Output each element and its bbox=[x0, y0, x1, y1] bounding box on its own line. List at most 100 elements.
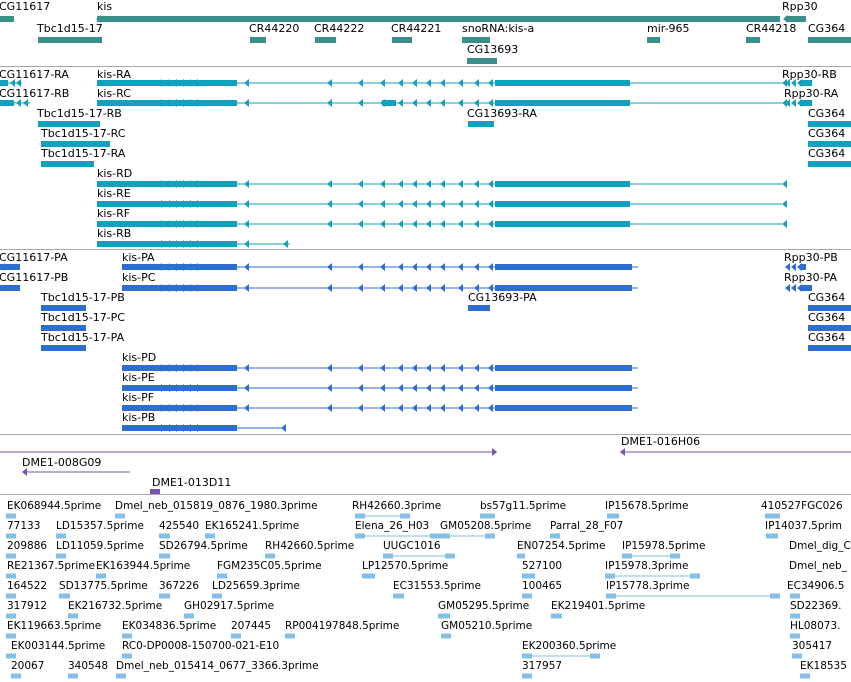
clone-label[interactable]: DME1-013D11 bbox=[152, 476, 232, 489]
est-label[interactable]: GM05210.5prime bbox=[441, 620, 533, 632]
protein-label[interactable]: CG13693-PA bbox=[468, 291, 537, 304]
est-label[interactable]: EK003144.5prime bbox=[11, 640, 106, 652]
est-label[interactable]: EN07254.5prime bbox=[517, 540, 606, 552]
protein-label[interactable]: Tbc1d15-17-PC bbox=[41, 311, 125, 324]
gene-label[interactable]: CG11617 bbox=[0, 0, 51, 13]
transcript-label[interactable]: kis-RC bbox=[97, 87, 131, 100]
est-label[interactable]: EK068944.5prime bbox=[7, 500, 102, 512]
est-label[interactable]: GM05295.5prime bbox=[438, 600, 530, 612]
est-label[interactable]: 77133 bbox=[7, 520, 41, 532]
clone-label[interactable]: DME1-016H06 bbox=[621, 435, 701, 448]
est-label[interactable]: GH02917.5prime bbox=[184, 600, 275, 612]
gene-label[interactable]: Tbc1d15-17 bbox=[37, 22, 103, 35]
est-label[interactable]: Dmel_neb_015819_0876_1980.3prime bbox=[115, 500, 318, 512]
protein-label[interactable]: kis-PD bbox=[122, 351, 157, 364]
protein-label[interactable]: CG11617-PB bbox=[0, 271, 69, 284]
est-label[interactable]: IP15778.3prime bbox=[606, 580, 690, 592]
protein-label[interactable]: Rpp30-PB bbox=[784, 251, 838, 264]
est-label[interactable]: EK216732.5prime bbox=[68, 600, 163, 612]
est-label[interactable]: LD25659.3prime bbox=[212, 580, 300, 592]
est-label[interactable]: GM05208.5prime bbox=[440, 520, 532, 532]
transcript-label[interactable]: Rpp30-RB bbox=[782, 68, 837, 81]
est-label[interactable]: Elena_26_H03 bbox=[355, 520, 430, 532]
est-label[interactable]: EK034836.5prime bbox=[122, 620, 217, 632]
protein-label[interactable]: Tbc1d15-17-PA bbox=[41, 331, 125, 344]
protein-label[interactable]: Tbc1d15-17-PB bbox=[41, 291, 125, 304]
gene-label[interactable]: Rpp30 bbox=[782, 0, 818, 13]
est-label[interactable]: EC31553.5prime bbox=[393, 580, 481, 592]
est-label[interactable]: EK163944.5prime bbox=[96, 560, 191, 572]
est-label[interactable]: FGM235C05.5prime bbox=[217, 560, 322, 572]
transcript-label[interactable]: kis-RF bbox=[97, 207, 131, 220]
est-label[interactable]: 527100 bbox=[522, 560, 563, 572]
est-label[interactable]: RH42660.3prime bbox=[352, 500, 442, 512]
est-label[interactable]: RC0-DP0008-150700-021-E10 bbox=[122, 640, 280, 652]
est-label[interactable]: LD11059.5prime bbox=[56, 540, 144, 552]
transcript-label[interactable]: CG364 bbox=[808, 147, 846, 160]
est-label[interactable]: 100465 bbox=[522, 580, 563, 592]
protein-label[interactable]: kis-PF bbox=[122, 391, 155, 404]
protein-label[interactable]: Rpp30-PA bbox=[784, 271, 838, 284]
est-label[interactable]: 207445 bbox=[231, 620, 272, 632]
est-label[interactable]: UUGC1016 bbox=[383, 540, 441, 552]
transcript-label[interactable]: kis-RE bbox=[97, 187, 131, 200]
transcript-label[interactable]: CG13693-RA bbox=[467, 107, 537, 120]
est-label[interactable]: SD13775.5prime bbox=[59, 580, 148, 592]
est-label[interactable]: 340548 bbox=[68, 660, 109, 672]
est-label[interactable]: IP15678.5prime bbox=[605, 500, 689, 512]
clone-label[interactable]: DME1-008G09 bbox=[22, 456, 102, 469]
transcript-label[interactable]: kis-RB bbox=[97, 227, 132, 240]
transcript-label[interactable]: Rpp30-RA bbox=[784, 87, 839, 100]
protein-label[interactable]: CG11617-PA bbox=[0, 251, 68, 264]
est-label[interactable]: EK200360.5prime bbox=[522, 640, 617, 652]
est-label[interactable]: RE21367.5prime bbox=[7, 560, 95, 572]
gene-label[interactable]: snoRNA:kis-a bbox=[462, 22, 535, 35]
transcript-label[interactable]: CG11617-RA bbox=[0, 68, 69, 81]
gene-label[interactable]: CG13693 bbox=[467, 43, 519, 56]
est-label[interactable]: EK119663.5prime bbox=[7, 620, 102, 632]
est-label[interactable]: 317957 bbox=[522, 660, 563, 672]
gene-label[interactable]: CR44222 bbox=[314, 22, 365, 35]
gene-label[interactable]: mir-965 bbox=[647, 22, 690, 35]
est-label[interactable]: 425540 bbox=[159, 520, 200, 532]
transcript-label[interactable]: kis-RA bbox=[97, 68, 131, 81]
gene-label[interactable]: CR44220 bbox=[249, 22, 300, 35]
protein-label[interactable]: kis-PE bbox=[122, 371, 155, 384]
est-label[interactable]: HL08073. bbox=[790, 620, 841, 632]
est-label[interactable]: LP12570.5prime bbox=[362, 560, 449, 572]
est-label[interactable]: RP004197848.5prime bbox=[285, 620, 400, 632]
est-label[interactable]: 410527FGC026 bbox=[761, 500, 843, 512]
est-label[interactable]: 317912 bbox=[7, 600, 48, 612]
gene-label[interactable]: CR44221 bbox=[391, 22, 442, 35]
est-label[interactable]: EK165241.5prime bbox=[205, 520, 300, 532]
est-label[interactable]: IP15978.5prime bbox=[622, 540, 706, 552]
est-label[interactable]: Dmel_neb_015414_0677_3366.3prime bbox=[116, 660, 319, 672]
est-label[interactable]: LD15357.5prime bbox=[56, 520, 144, 532]
est-label[interactable]: 20067 bbox=[11, 660, 45, 672]
gene-label[interactable]: kis bbox=[97, 0, 113, 13]
transcript-label[interactable]: CG364 bbox=[808, 127, 846, 140]
est-label[interactable]: 209886 bbox=[7, 540, 48, 552]
est-label[interactable]: SD22369. bbox=[790, 600, 842, 612]
est-label[interactable]: EK219401.5prime bbox=[551, 600, 646, 612]
protein-label[interactable]: CG364 bbox=[808, 331, 846, 344]
protein-label[interactable]: CG364 bbox=[808, 311, 846, 324]
protein-label[interactable]: CG364 bbox=[808, 291, 846, 304]
est-label[interactable]: IP14037.5prim bbox=[765, 520, 842, 532]
gene-label[interactable]: CR44218 bbox=[746, 22, 797, 35]
est-label[interactable]: Parral_28_F07 bbox=[550, 520, 624, 532]
est-label[interactable]: Dmel_dig_C bbox=[789, 540, 851, 552]
est-label[interactable]: Dmel_neb_ bbox=[789, 560, 847, 572]
transcript-label[interactable]: Tbc1d15-17-RA bbox=[41, 147, 126, 160]
protein-label[interactable]: kis-PB bbox=[122, 411, 156, 424]
transcript-label[interactable]: CG11617-RB bbox=[0, 87, 70, 100]
transcript-label[interactable]: Tbc1d15-17-RB bbox=[37, 107, 122, 120]
est-label[interactable]: 305417 bbox=[792, 640, 833, 652]
est-label[interactable]: bs57g11.5prime bbox=[480, 500, 567, 512]
est-label[interactable]: IP15978.3prime bbox=[605, 560, 689, 572]
est-label[interactable]: 367226 bbox=[159, 580, 200, 592]
protein-label[interactable]: kis-PA bbox=[122, 251, 155, 264]
transcript-label[interactable]: Tbc1d15-17-RC bbox=[41, 127, 126, 140]
protein-label[interactable]: kis-PC bbox=[122, 271, 156, 284]
transcript-label[interactable]: kis-RD bbox=[97, 167, 133, 180]
